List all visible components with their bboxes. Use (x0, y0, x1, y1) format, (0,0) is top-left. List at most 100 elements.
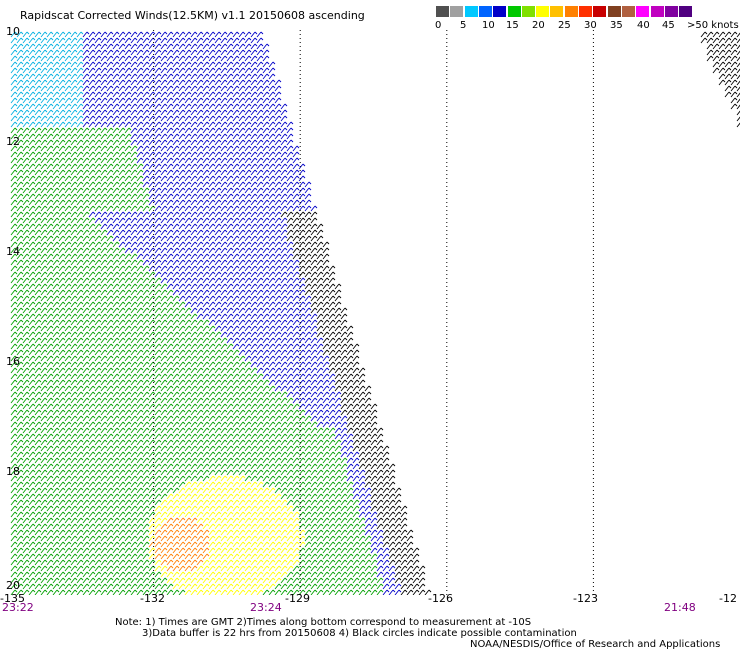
wind-barb (40, 385, 48, 392)
wind-barb (10, 265, 18, 272)
wind-barb (52, 325, 60, 332)
wind-barb (238, 169, 246, 176)
wind-barb (112, 493, 120, 500)
wind-barb (46, 229, 54, 236)
wind-barb (244, 145, 252, 152)
wind-barb (190, 169, 198, 176)
wind-barb (130, 529, 138, 536)
wind-barb (208, 121, 216, 128)
wind-barb (292, 259, 300, 266)
wind-barb (256, 361, 264, 368)
wind-barb (316, 547, 324, 554)
wind-barb (310, 463, 318, 470)
wind-barb (358, 457, 366, 464)
wind-barb (112, 229, 120, 236)
wind-barb (244, 205, 252, 212)
wind-barb (340, 331, 348, 338)
wind-barb (268, 475, 276, 482)
wind-barb (274, 301, 282, 308)
wind-barb (286, 157, 294, 164)
wind-barb (106, 109, 114, 116)
wind-barb (364, 427, 372, 434)
wind-barb (52, 505, 60, 512)
wind-barb (184, 31, 192, 38)
wind-barb (148, 259, 156, 266)
wind-barb (130, 421, 138, 428)
wind-barb (304, 259, 312, 266)
wind-barb (40, 409, 48, 416)
wind-barb (184, 535, 192, 542)
wind-barb (160, 505, 168, 512)
wind-barb (298, 325, 306, 332)
wind-barb (298, 373, 306, 380)
wind-barb (340, 361, 348, 368)
wind-barb (208, 61, 216, 68)
wind-barb (58, 529, 66, 536)
wind-barb (232, 391, 240, 398)
wind-barb (244, 43, 252, 50)
wind-barb (130, 133, 138, 140)
wind-barb (112, 469, 120, 476)
wind-barb (70, 247, 78, 254)
wind-barb (736, 104, 740, 110)
wind-barb (376, 505, 384, 512)
wind-barb (64, 295, 72, 302)
wind-barb (112, 547, 120, 554)
wind-barb (244, 283, 252, 290)
wind-barb (226, 103, 234, 110)
wind-barb (220, 121, 228, 128)
wind-barb (70, 145, 78, 152)
wind-barb (46, 481, 54, 488)
wind-barb (100, 499, 108, 506)
wind-barb (250, 451, 258, 458)
wind-barb (106, 481, 114, 488)
wind-barb (322, 397, 330, 404)
wind-barb (310, 523, 318, 530)
wind-barb (724, 91, 732, 98)
wind-barb (16, 103, 24, 110)
wind-barb (76, 91, 84, 98)
wind-barb (118, 391, 126, 398)
wind-barb (202, 271, 210, 278)
wind-barb (172, 373, 180, 380)
wind-barb (40, 511, 48, 518)
wind-barb (238, 61, 246, 68)
wind-barb (232, 499, 240, 506)
wind-barb (358, 445, 366, 452)
wind-barb (106, 379, 114, 386)
wind-barb (310, 481, 318, 488)
wind-barb (70, 319, 78, 326)
wind-barb (58, 181, 66, 188)
wind-barb (196, 229, 204, 236)
wind-barb (304, 205, 312, 212)
wind-barb (142, 145, 150, 152)
wind-barb (118, 553, 126, 560)
wind-barb (136, 109, 144, 116)
wind-barb (112, 421, 120, 428)
wind-barb (310, 217, 318, 224)
wind-barb (136, 37, 144, 44)
wind-barb (226, 523, 234, 530)
wind-barb (286, 253, 294, 260)
wind-barb (184, 277, 192, 284)
wind-barb (100, 121, 108, 128)
wind-barb (88, 493, 96, 500)
wind-barb (190, 139, 198, 146)
wind-barb (70, 133, 78, 140)
wind-barb (106, 469, 114, 476)
wind-barb (244, 193, 252, 200)
wind-barb (124, 253, 132, 260)
wind-barb (244, 37, 252, 44)
wind-barb (106, 283, 114, 290)
wind-barb (286, 241, 294, 248)
wind-barb (730, 85, 738, 92)
wind-barb (346, 475, 354, 482)
wind-barb (196, 391, 204, 398)
wind-barb (82, 445, 90, 452)
wind-barb (34, 385, 42, 392)
wind-barb (40, 379, 48, 386)
wind-barb (22, 469, 30, 476)
wind-barb (130, 115, 138, 122)
wind-barb (34, 475, 42, 482)
wind-barb (10, 361, 18, 368)
